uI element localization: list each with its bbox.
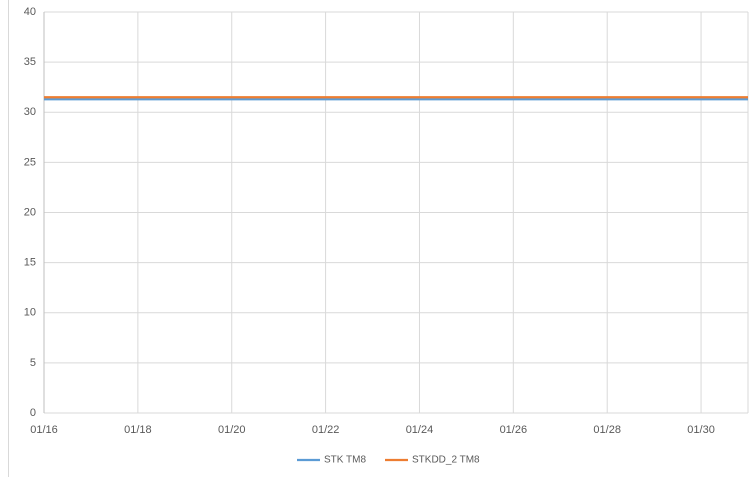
x-tick-label: 01/16 bbox=[30, 424, 58, 436]
y-tick-label: 35 bbox=[24, 56, 36, 68]
legend-label: STK TM8 bbox=[324, 455, 366, 466]
y-tick-label: 5 bbox=[30, 357, 36, 369]
x-tick-label: 01/24 bbox=[406, 424, 434, 436]
y-tick-label: 20 bbox=[24, 206, 36, 218]
y-tick-label: 15 bbox=[24, 257, 36, 269]
x-tick-label: 01/28 bbox=[593, 424, 621, 436]
x-tick-label: 01/26 bbox=[500, 424, 528, 436]
y-tick-label: 25 bbox=[24, 156, 36, 168]
y-tick-label: 10 bbox=[24, 307, 36, 319]
legend-label: STKDD_2 TM8 bbox=[412, 455, 480, 466]
y-tick-label: 0 bbox=[30, 407, 36, 419]
x-tick-label: 01/20 bbox=[218, 424, 246, 436]
x-tick-label: 01/30 bbox=[687, 424, 715, 436]
y-tick-label: 40 bbox=[24, 6, 36, 18]
x-tick-label: 01/18 bbox=[124, 424, 152, 436]
y-tick-label: 30 bbox=[24, 106, 36, 118]
x-tick-label: 01/22 bbox=[312, 424, 340, 436]
